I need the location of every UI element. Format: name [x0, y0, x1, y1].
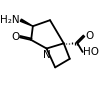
Text: O: O: [11, 32, 19, 42]
Text: N: N: [43, 50, 50, 60]
Text: HO: HO: [84, 47, 99, 57]
Text: H₂N: H₂N: [0, 15, 20, 25]
Polygon shape: [20, 19, 33, 26]
Text: O: O: [85, 31, 93, 41]
